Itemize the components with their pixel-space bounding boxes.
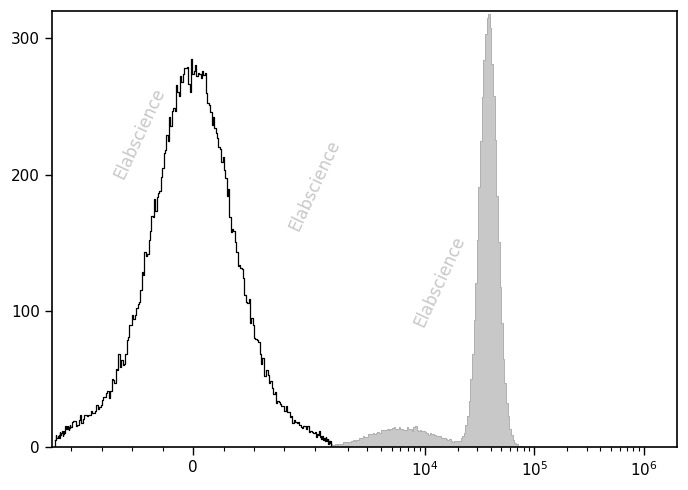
Text: Elabscience: Elabscience	[111, 85, 169, 181]
Text: Elabscience: Elabscience	[411, 233, 469, 330]
Text: Elabscience: Elabscience	[286, 137, 343, 234]
